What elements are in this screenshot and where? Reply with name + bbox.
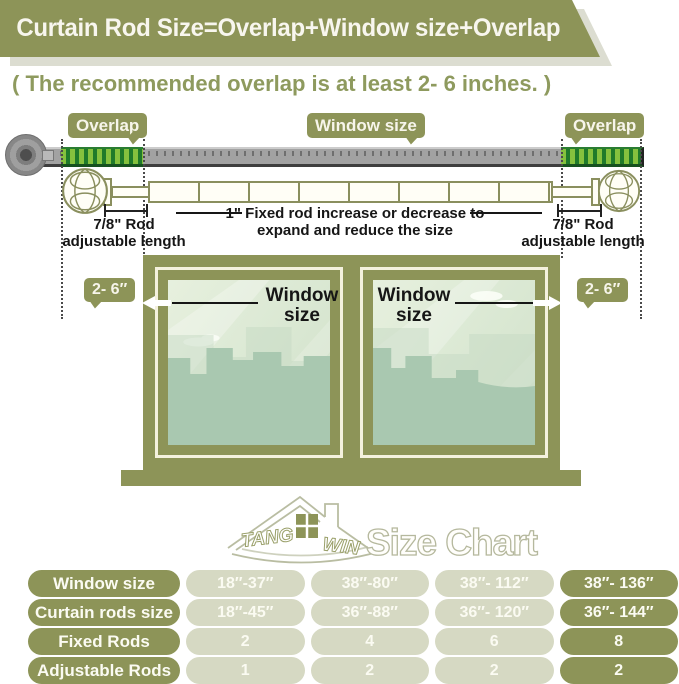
table-cell: 36″- 120″: [435, 599, 554, 626]
tape-overlap-right: [561, 147, 644, 167]
table-cell: 6: [435, 628, 554, 655]
rod-adjustable-right: [551, 186, 594, 198]
table-cell-highlight: 2: [559, 657, 678, 684]
row-label: Curtain rods size: [28, 599, 180, 626]
window-pane-left: [155, 267, 343, 458]
table-row: Curtain rods size 18″-45″ 36″-88″ 36″- 1…: [28, 599, 678, 626]
pane-left-line1: Window: [265, 285, 339, 306]
rod-note-right-line1: 7/8" Rod: [552, 216, 614, 233]
table-row: Fixed Rods 2 4 6 8: [28, 628, 678, 655]
table-cell: 36″-88″: [310, 599, 429, 626]
window-pane-right: [360, 267, 548, 458]
rod-note-right-line2: adjustable length: [521, 233, 645, 251]
pane-right-line1: Window: [377, 285, 451, 306]
pane-size-label-right: Window size: [368, 286, 460, 326]
dotted-guide-inner-left: [143, 139, 145, 258]
size-chart-title-text: Size Chart: [366, 522, 538, 563]
rod-note-left: 7/8" Rod adjustable length: [54, 216, 194, 251]
rod-note-center: 1" Fixed rod increase or decrease to exp…: [185, 205, 525, 240]
size-arrow-right-stem: [533, 300, 550, 306]
measuring-tape-icon: [28, 147, 641, 167]
pane-left-line2: size: [284, 304, 320, 326]
window-size-label: Window size: [307, 113, 425, 139]
dotted-guide-outer-right: [640, 139, 642, 319]
row-label: Fixed Rods: [28, 628, 180, 655]
pane-measure-line-left: [172, 302, 258, 304]
size-arrow-left-stem: [154, 300, 171, 306]
finial-left-icon: [60, 166, 110, 216]
pane-right-line2: size: [396, 304, 432, 326]
table-cell: 2: [435, 657, 554, 684]
brand-word-tang: TANG: [240, 525, 295, 552]
bracket-right: [557, 204, 602, 217]
rod-note-left-line1: 7/8" Rod: [93, 216, 155, 233]
glass-right: [373, 280, 535, 445]
table-cell-highlight: 38″- 136″: [559, 570, 678, 597]
table-cell-highlight: 36″- 144″: [559, 599, 678, 626]
brand-word-win: WIN: [321, 534, 361, 560]
tape-ticks: [28, 151, 641, 156]
row-label: Window size: [28, 570, 180, 597]
page-title: Curtain Rod Size=Overlap+Window size+Ove…: [16, 14, 561, 42]
house-logo-icon: TANG WIN: [220, 486, 390, 570]
glass-left: [168, 280, 330, 445]
table-cell-highlight: 8: [559, 628, 678, 655]
gap-label-left: 2- 6″: [84, 278, 136, 302]
size-table: Window size 18″-37″ 38″-80″ 38″- 112″ 38…: [28, 570, 678, 684]
pane-size-label-left: Window size: [256, 286, 348, 326]
title-banner: Curtain Rod Size=Overlap+Window size+Ove…: [0, 0, 600, 57]
table-cell: 18″-37″: [186, 570, 305, 597]
rod-note-right: 7/8" Rod adjustable length: [513, 216, 653, 251]
table-cell: 38″- 112″: [435, 570, 554, 597]
size-chart-title: Size Chart: [364, 518, 549, 571]
table-cell: 38″-80″: [310, 570, 429, 597]
table-cell: 2: [186, 628, 305, 655]
table-row: Window size 18″-37″ 38″-80″ 38″- 112″ 38…: [28, 570, 678, 597]
note-line-left: [176, 212, 242, 214]
gap-label-right: 2- 6″: [577, 278, 629, 302]
dotted-guide-inner-right: [561, 139, 563, 258]
curtain-rod: [148, 181, 553, 203]
row-label: Adjustable Rods: [28, 657, 180, 684]
tape-overlap-left: [61, 147, 143, 167]
table-row: Adjustable Rods 1 2 2 2: [28, 657, 678, 684]
pane-measure-line-right: [455, 302, 533, 304]
recommendation-note: ( The recommended overlap is at least 2-…: [12, 71, 552, 96]
bracket-left: [104, 204, 148, 217]
dotted-guide-outer-left: [61, 139, 63, 319]
tape-tab: [42, 150, 54, 161]
tape-roll-icon: [5, 134, 47, 176]
table-cell: 18″-45″: [186, 599, 305, 626]
finial-right-icon: [596, 168, 642, 214]
rod-adjustable-left: [111, 186, 151, 198]
size-arrow-right-icon: [549, 296, 562, 310]
table-cell: 1: [186, 657, 305, 684]
overlap-label-right: Overlap: [565, 113, 645, 139]
rod-note-center-line2: expand and reduce the size: [257, 222, 453, 240]
window-sill: [121, 470, 581, 486]
table-cell: 2: [310, 657, 429, 684]
note-line-right: [470, 212, 542, 214]
size-arrow-left-icon: [142, 296, 155, 310]
table-cell: 4: [310, 628, 429, 655]
rod-note-center-line1: 1" Fixed rod increase or decrease to: [225, 205, 485, 222]
overlap-label-left: Overlap: [68, 113, 148, 139]
rod-note-left-line2: adjustable length: [62, 233, 186, 251]
window-illustration: [143, 255, 560, 470]
